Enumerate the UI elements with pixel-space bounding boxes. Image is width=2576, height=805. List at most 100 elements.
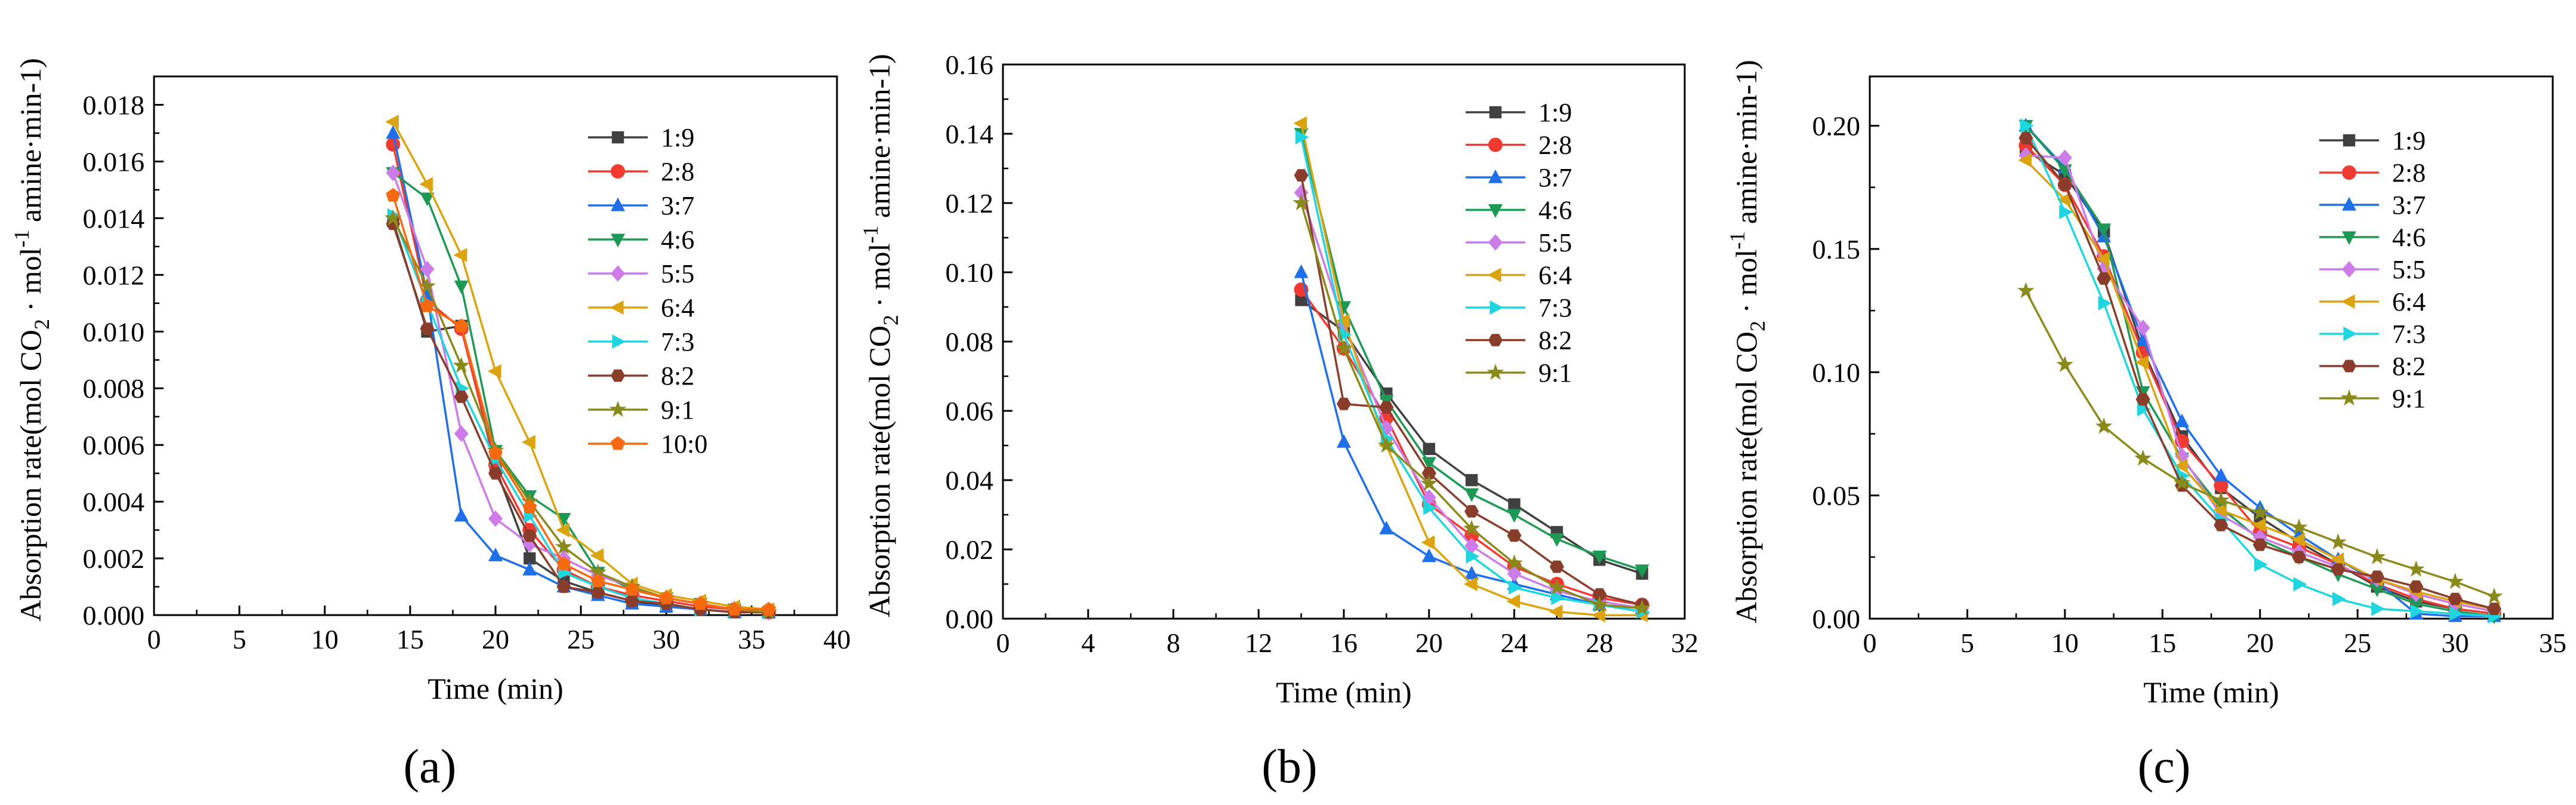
x-tick-label: 0 <box>996 628 1010 658</box>
legend-b: 1:9 2:8 3:7 4:6 5:5 6:4 7:3 8:2 9:1 <box>1466 98 1572 388</box>
x-tick-label: 8 <box>1167 628 1180 658</box>
data-point <box>2448 592 2463 606</box>
legend-item: 4:6 <box>588 225 694 254</box>
legend-marker <box>2340 389 2358 406</box>
data-point <box>385 115 399 129</box>
data-point <box>693 596 708 610</box>
legend-marker <box>1489 106 1502 119</box>
data-point <box>590 548 604 563</box>
x-axis-title: Time (min) <box>2143 675 2279 709</box>
data-point <box>386 188 401 202</box>
legend-label: 5:5 <box>2392 255 2426 284</box>
legend-item: 10:0 <box>588 429 707 459</box>
data-point <box>2251 503 2269 520</box>
data-point <box>1293 116 1307 131</box>
series-line <box>392 217 769 614</box>
data-point <box>2212 491 2230 508</box>
data-point <box>556 556 571 570</box>
legend-label: 8:2 <box>2392 352 2426 381</box>
data-point <box>2135 393 2150 406</box>
data-point <box>420 261 435 278</box>
x-tick-label: 20 <box>1415 628 1443 658</box>
data-point <box>1635 564 1649 578</box>
data-point <box>454 318 469 332</box>
data-point <box>2213 503 2227 518</box>
legend-marker <box>1487 268 1501 282</box>
data-point <box>2095 417 2113 434</box>
data-point <box>487 364 501 379</box>
data-point <box>1292 194 1310 211</box>
data-point <box>384 209 402 226</box>
data-point <box>418 277 436 294</box>
data-point <box>419 177 433 192</box>
panel-label-c: (c) <box>2138 741 2191 793</box>
data-point <box>1463 520 1481 536</box>
x-tick-label: 35 <box>738 624 765 655</box>
x-tick-label: 40 <box>823 624 851 655</box>
data-point <box>555 538 573 555</box>
x-tick-label: 30 <box>2442 628 2469 658</box>
legend-label: 5:5 <box>661 259 694 288</box>
data-point <box>488 510 503 527</box>
x-tick-label: 10 <box>311 624 338 655</box>
y-tick-label: 0.016 <box>83 146 145 177</box>
legend-c: 1:9 2:8 3:7 4:6 5:5 6:47:3 8:2 9:1 <box>2319 126 2426 413</box>
legend-label: 3:7 <box>661 191 694 220</box>
data-point <box>2292 551 2307 564</box>
series-9-1 <box>1292 194 1651 616</box>
data-point <box>2097 223 2112 238</box>
data-point <box>2057 149 2072 166</box>
panel-label-b: (b) <box>1261 741 1317 793</box>
y-axis-title: Absorption rate(mol CO2 · mol-1 amine·mi… <box>10 58 54 622</box>
legend-item: 8:2 <box>2319 352 2426 381</box>
y-tick-label: 0.00 <box>1812 604 1861 634</box>
series-line <box>392 223 769 614</box>
data-point <box>1549 604 1563 619</box>
y-tick-label: 0.06 <box>946 396 994 426</box>
data-point <box>2369 583 2384 597</box>
x-tick-label: 24 <box>1501 628 1528 658</box>
legend-item: 3:7 <box>588 191 694 220</box>
data-point <box>386 137 401 152</box>
data-point <box>2329 533 2347 550</box>
panel-label-a: (a) <box>404 741 457 793</box>
data-point <box>2485 587 2503 604</box>
data-point <box>1379 420 1394 437</box>
data-point <box>2407 560 2425 577</box>
legend-item: 7:3 <box>1466 293 1572 322</box>
data-point <box>2020 118 2034 133</box>
data-point <box>2214 468 2229 482</box>
series-6-4 <box>385 115 775 617</box>
x-tick-label: 15 <box>396 624 424 655</box>
data-point <box>453 357 470 373</box>
data-point <box>1295 130 1309 145</box>
y-tick-label: 0.05 <box>1812 481 1861 511</box>
series-line <box>392 171 769 614</box>
legend-item: 1:9 <box>588 123 694 152</box>
data-point <box>1507 509 1522 523</box>
x-tick-label: 12 <box>1245 628 1272 658</box>
data-point <box>2175 413 2189 428</box>
legend-label: 9:1 <box>2392 384 2426 413</box>
data-point <box>386 164 401 182</box>
data-point <box>1421 535 1435 550</box>
legend-label: 6:4 <box>661 293 694 322</box>
legend-label: 3:7 <box>1538 163 1572 192</box>
series-10-0 <box>386 188 776 616</box>
data-point <box>2449 606 2463 621</box>
data-point <box>2059 205 2073 219</box>
y-tick-label: 0.012 <box>83 260 145 290</box>
x-tick-label: 15 <box>2149 628 2176 658</box>
legend-marker <box>612 334 626 349</box>
data-point <box>2137 402 2151 417</box>
x-axis-title: Time (min) <box>1276 675 1411 709</box>
x-tick-label: 5 <box>1961 628 1974 658</box>
data-point <box>1508 498 1521 511</box>
data-point <box>1506 594 1521 609</box>
data-point <box>1592 551 1607 564</box>
series-8-2 <box>386 217 776 619</box>
legend-marker <box>610 300 624 315</box>
data-point <box>1294 169 1309 182</box>
legend-marker <box>611 131 624 144</box>
chart-panel-b: 0 4 8 12 16 20 24 28 32 0.00 0.02 0.04 0.06 0.08 0.10 0… <box>858 50 1698 709</box>
